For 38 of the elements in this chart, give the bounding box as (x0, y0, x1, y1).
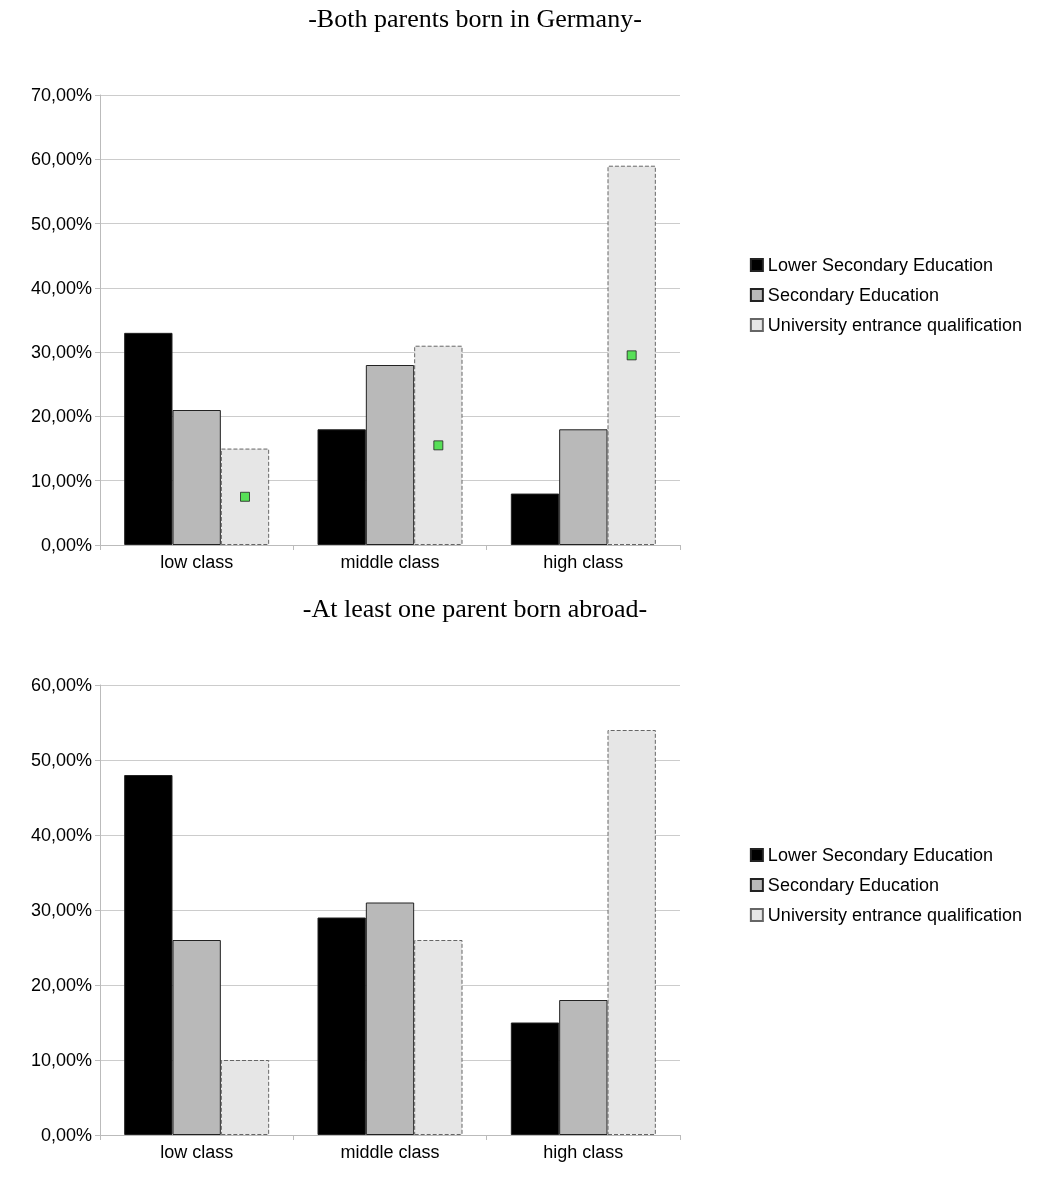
y-tick-label: 20,00% (30, 975, 92, 995)
y-tick-label: 10,00% (30, 470, 92, 491)
bar (607, 730, 656, 1135)
y-tick-label: 70,00% (30, 85, 92, 105)
x-tick-label: low class (160, 1142, 234, 1162)
legend-label: Secondary Education (767, 285, 939, 305)
x-tick-label: middle class (340, 1142, 440, 1162)
x-tick-label: high class (543, 552, 624, 572)
y-tick-label: 40,00% (30, 825, 92, 845)
y-tick-label: 20,00% (30, 406, 92, 427)
x-tick-label: low class (160, 552, 234, 572)
point (433, 440, 444, 451)
bar (607, 165, 656, 545)
legend-label: Secondary Education (767, 875, 939, 895)
y-tick-label: 30,00% (30, 900, 92, 920)
y-tick-label: 60,00% (30, 675, 92, 695)
legend-label: Lower Secondary Education (767, 845, 994, 865)
bar (220, 448, 270, 545)
y-tick-label: 30,00% (30, 342, 92, 363)
legend-label: Lower Secondary Education (767, 255, 994, 275)
bar (414, 345, 463, 545)
x-tick-label: high class (543, 1142, 624, 1162)
legend-label: University entrance qualification (767, 315, 1023, 335)
chart-title: -Both parents born in Germany- (308, 3, 642, 33)
y-tick-label: 0,00% (40, 1125, 92, 1145)
bar (414, 940, 463, 1135)
y-tick-label: 10,00% (30, 1050, 92, 1070)
chart-title: -At least one parent born abroad- (302, 593, 648, 623)
y-tick-label: 0,00% (40, 535, 92, 555)
y-tick-label: 50,00% (30, 213, 92, 234)
bar (220, 1060, 270, 1135)
y-tick-label: 40,00% (30, 277, 92, 298)
x-tick-label: middle class (340, 552, 440, 572)
point (240, 491, 250, 502)
y-tick-label: 60,00% (30, 149, 92, 170)
point (626, 350, 637, 361)
legend-label: University entrance qualification (767, 905, 1023, 925)
y-tick-label: 50,00% (30, 750, 92, 770)
